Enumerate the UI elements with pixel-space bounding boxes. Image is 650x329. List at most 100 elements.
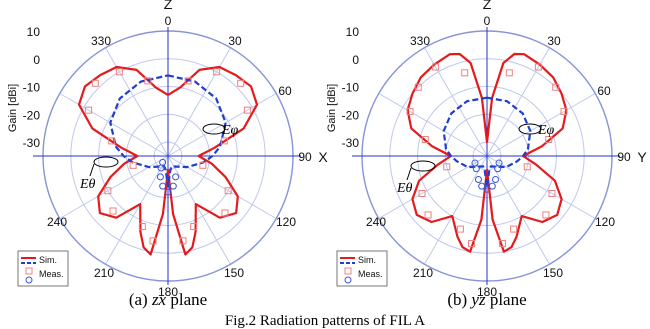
grid-spoke <box>378 155 488 219</box>
meas-point-e-theta <box>213 68 221 76</box>
angle-tick-label: 120 <box>276 215 296 229</box>
meas-point-e-phi <box>159 182 167 190</box>
meas-point-e-theta <box>138 222 146 230</box>
radial-tick-label: -20 <box>342 108 360 122</box>
radial-tick-label: -10 <box>23 81 41 95</box>
top-axis-name: Z <box>483 0 492 12</box>
grid-spoke <box>167 47 231 157</box>
legend-label-sim: Sim. <box>358 255 376 265</box>
legend-meas-square <box>344 267 352 275</box>
radial-tick-label: -30 <box>342 136 360 150</box>
y-axis-label: Gain [dBi] <box>326 84 338 132</box>
series-e-theta-sim <box>77 65 259 256</box>
meas-point-e-theta <box>406 108 414 116</box>
legend-label-meas: Meas. <box>39 269 64 279</box>
angle-tick-label: 210 <box>413 266 433 280</box>
meas-point-e-phi <box>472 165 480 173</box>
top-axis-name: Z <box>164 0 173 12</box>
legend-meas-circle <box>344 276 352 284</box>
meas-point-e-theta <box>424 211 432 219</box>
meas-point-e-theta <box>545 135 553 143</box>
meas-point-e-theta <box>199 161 207 169</box>
angle-tick-label: 0 <box>484 14 491 28</box>
meas-point-e-theta <box>220 137 228 145</box>
meas-point-e-theta <box>548 190 556 197</box>
grid-spoke <box>105 47 169 157</box>
meas-point-e-theta <box>510 225 518 233</box>
radial-tick-label: 0 <box>352 53 359 67</box>
meas-point-e-theta <box>108 137 116 145</box>
meas-point-e-theta <box>91 79 99 87</box>
radial-tick-label: -30 <box>23 136 41 150</box>
legend-meas-square <box>25 267 33 275</box>
grid-spoke <box>167 93 277 157</box>
meas-point-e-phi <box>159 158 167 166</box>
meas-point-e-theta <box>115 68 123 76</box>
meas-point-e-theta <box>149 237 157 245</box>
meas-point-e-theta <box>505 69 513 77</box>
meas-point-e-phi <box>471 159 479 167</box>
radial-tick-label: 0 <box>33 53 40 67</box>
grid-spoke <box>167 155 231 265</box>
angle-tick-label: 90 <box>298 150 312 164</box>
e-theta-label: Eθ <box>396 181 413 196</box>
meas-point-e-phi <box>172 173 180 181</box>
meas-point-e-theta <box>421 135 429 143</box>
annotation-ring <box>410 160 436 172</box>
meas-point-e-phi <box>494 165 502 173</box>
angle-tick-label: 60 <box>278 84 292 98</box>
meas-point-e-theta <box>109 207 117 215</box>
radial-tick-label: -10 <box>342 81 360 95</box>
angle-tick-label: 30 <box>228 34 242 48</box>
legend-label-sim: Sim. <box>39 255 57 265</box>
angle-tick-label: 150 <box>224 266 244 280</box>
meas-point-e-phi <box>478 182 486 190</box>
grid-spoke <box>424 155 488 265</box>
meas-point-e-phi <box>164 188 172 196</box>
meas-point-e-phi <box>488 182 496 190</box>
meas-point-e-theta <box>498 240 506 248</box>
meas-point-e-theta <box>144 77 152 85</box>
radial-tick-label: -20 <box>23 108 41 122</box>
grid-spoke <box>486 93 596 157</box>
meas-point-e-theta <box>418 190 426 197</box>
e-phi-label: Eφ <box>221 123 239 138</box>
caption-b: (b) yz plane <box>447 290 526 309</box>
meas-point-e-theta <box>221 209 229 217</box>
polar-panel-yz: 10 0 -10 -20 -30 Gain [dBi] 0 30 60 90 120 150 180 21… <box>326 0 647 299</box>
angle-tick-label: 330 <box>410 34 430 48</box>
meas-point-e-theta <box>552 83 560 91</box>
grid-spoke <box>424 47 488 157</box>
side-axis-name: Y <box>637 149 647 165</box>
meas-point-e-theta <box>237 79 245 87</box>
angle-tick-label: 180 <box>477 285 497 299</box>
meas-point-e-theta <box>432 63 440 71</box>
meas-point-e-theta <box>523 163 531 171</box>
series-e-theta-sim <box>406 52 568 253</box>
angle-tick-label: 240 <box>47 215 67 229</box>
meas-point-e-phi <box>483 185 491 193</box>
grid-spoke <box>105 155 169 265</box>
meas-point-e-phi <box>492 175 500 183</box>
meas-point-e-theta <box>224 187 232 195</box>
angle-tick-label: 120 <box>595 215 615 229</box>
figure-caption: Fig.2 Radiation patterns of FIL A <box>225 313 425 329</box>
meas-point-e-theta <box>542 211 550 219</box>
annotation-ring <box>518 123 542 135</box>
radial-tick-label: 10 <box>346 25 360 39</box>
angle-tick-label: 150 <box>543 266 563 280</box>
legend-label-meas: Meas. <box>358 269 383 279</box>
angle-tick-label: 210 <box>94 266 114 280</box>
angle-tick-label: 90 <box>617 150 631 164</box>
meas-point-e-theta <box>443 163 451 171</box>
side-axis-name: X <box>318 149 328 165</box>
annotation-leader <box>406 167 412 181</box>
meas-point-e-theta <box>534 63 542 71</box>
grid-spoke <box>378 93 488 157</box>
angle-tick-label: 240 <box>366 215 386 229</box>
meas-point-e-phi <box>474 175 482 183</box>
meas-point-e-theta <box>184 77 192 85</box>
grid-spoke <box>486 155 550 265</box>
e-phi-label: Eφ <box>537 123 555 138</box>
